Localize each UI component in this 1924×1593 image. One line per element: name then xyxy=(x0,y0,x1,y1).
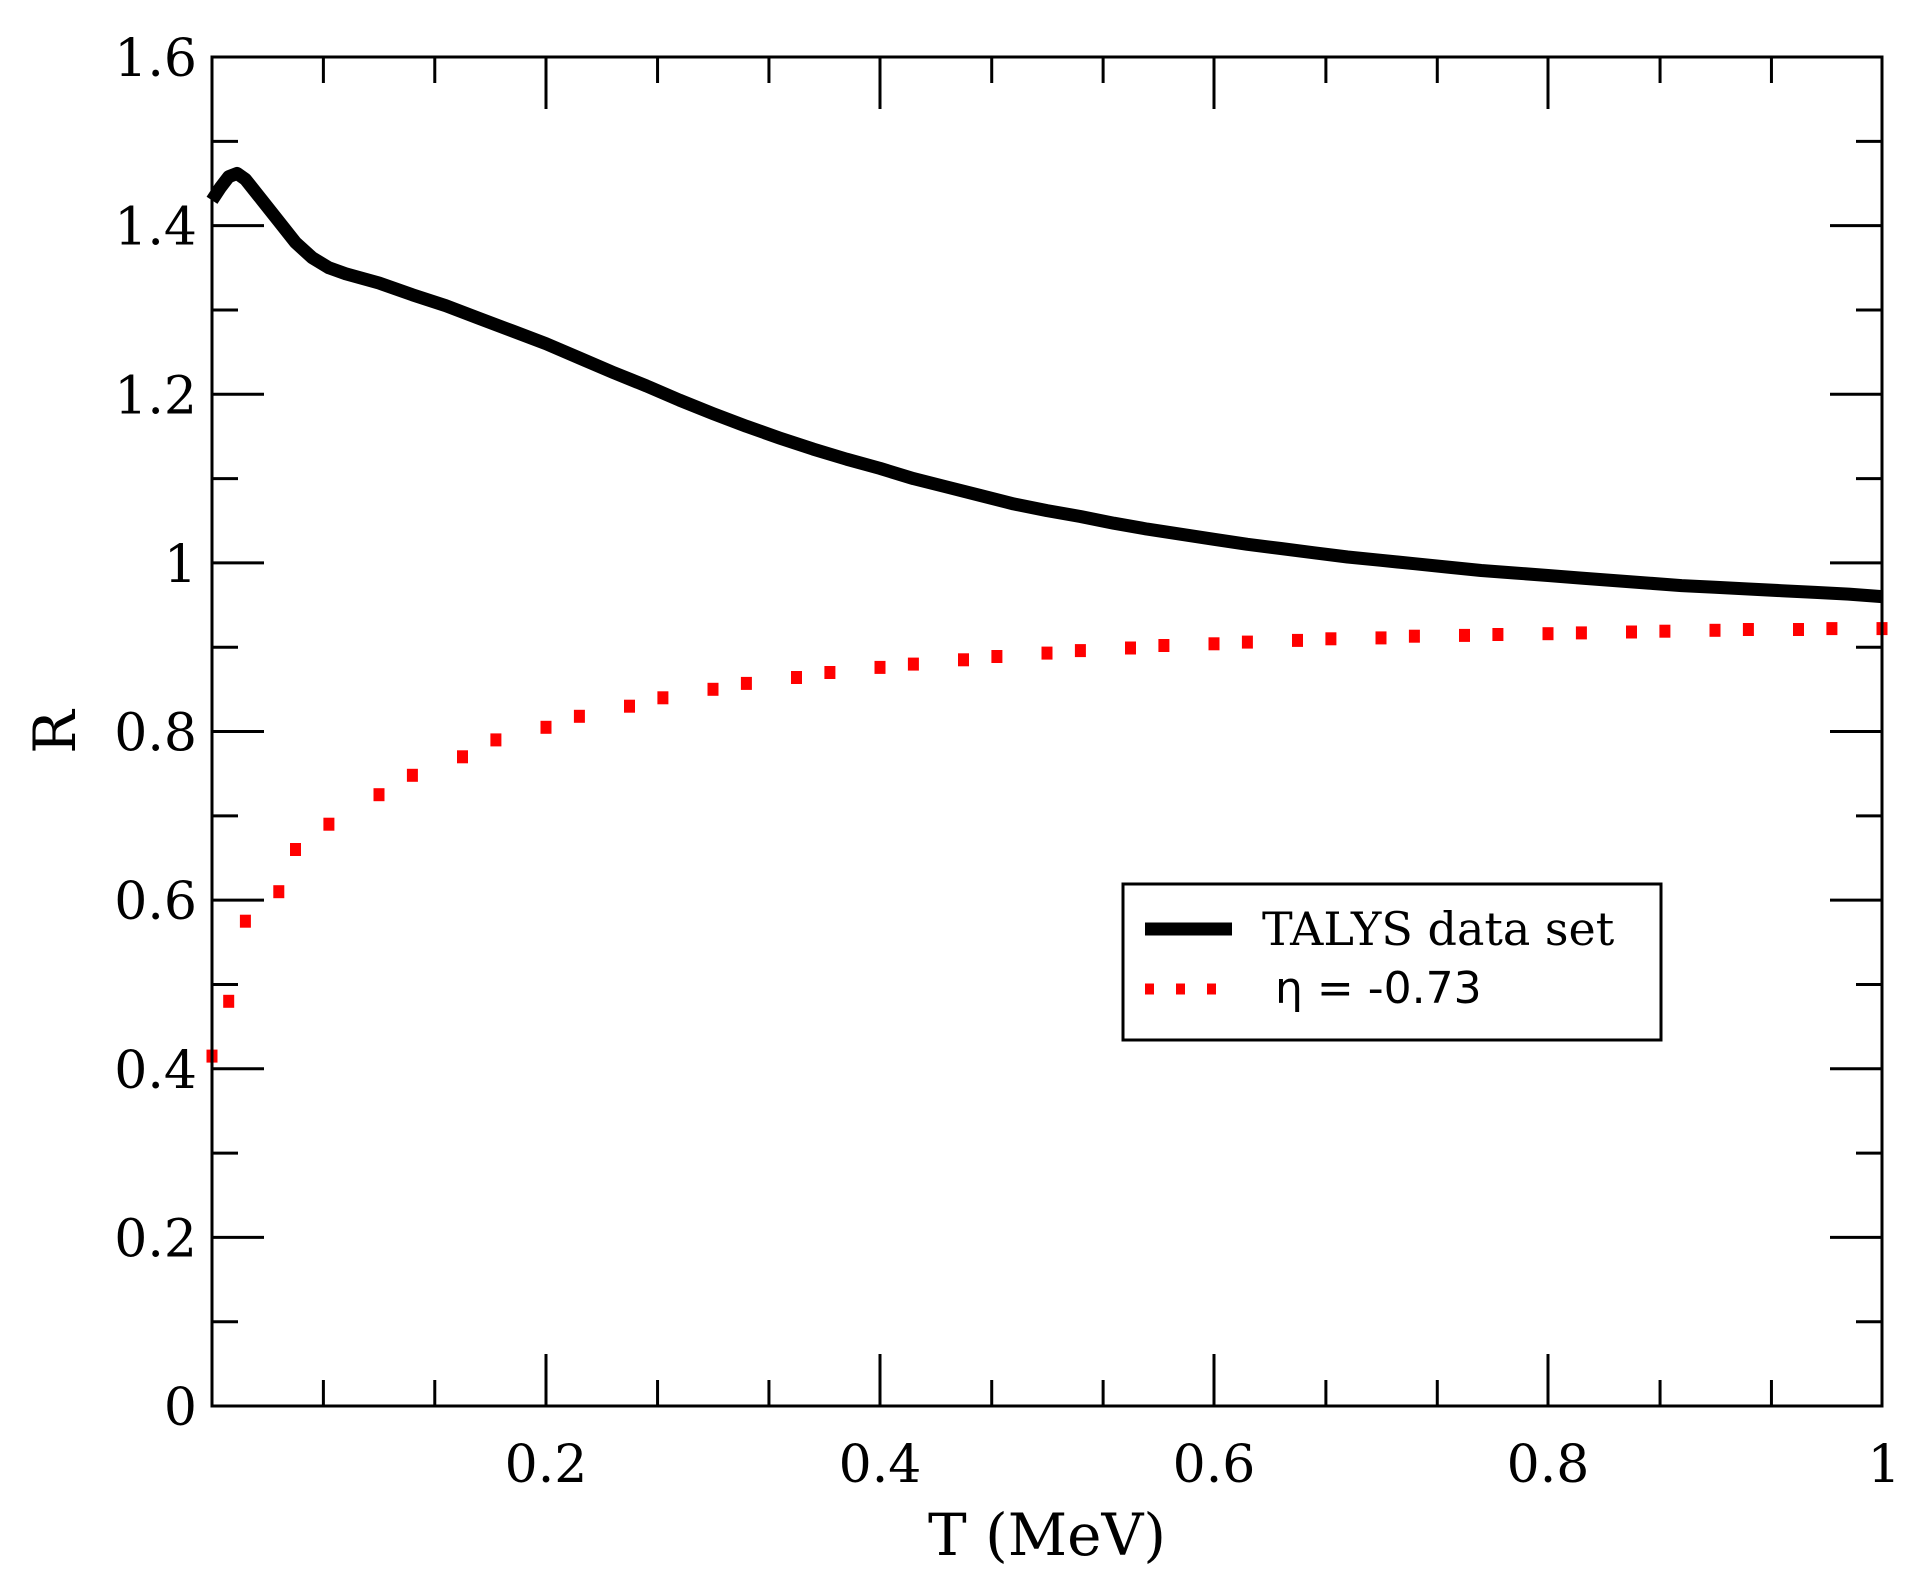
y-tick-label: 1 xyxy=(164,535,197,595)
series-point-eta xyxy=(490,733,502,747)
series-point-eta xyxy=(1074,644,1086,658)
y-tick-label: 0.6 xyxy=(114,872,197,932)
series-point-eta xyxy=(1041,646,1053,660)
y-tick-label: 0 xyxy=(164,1378,197,1438)
legend-label-eta: η = -0.73 xyxy=(1275,963,1482,1014)
x-tick-label: 0.6 xyxy=(1173,1435,1256,1495)
series-point-eta xyxy=(223,994,235,1008)
series-point-eta xyxy=(740,676,752,690)
series-point-eta xyxy=(540,720,552,734)
series-point-eta xyxy=(573,709,585,723)
series-point-eta xyxy=(1659,624,1671,638)
series-line-talys xyxy=(206,166,1883,604)
series-point-eta xyxy=(1742,623,1754,636)
y-tick-label: 1.6 xyxy=(114,29,197,89)
x-tick-labels: 0.2 0.4 0.6 0.8 1 xyxy=(505,1435,1901,1495)
legend: TALYS data set η = -0.73 xyxy=(1121,882,1663,1042)
x-axis-label: T (MeV) xyxy=(928,1501,1166,1569)
y-axis-label: R xyxy=(21,708,89,754)
series-point-eta xyxy=(657,691,669,705)
y-tick-label: 1.4 xyxy=(114,198,197,258)
series-point-eta xyxy=(273,885,285,899)
series-point-eta xyxy=(323,817,335,831)
series-point-eta xyxy=(958,653,969,667)
series-point-eta xyxy=(874,660,886,674)
series-point-eta xyxy=(457,750,468,764)
series-point-eta xyxy=(907,657,919,671)
series-point-eta xyxy=(1826,622,1838,636)
series-point-eta xyxy=(1125,641,1136,655)
series-point-eta xyxy=(1709,623,1721,637)
y-tick-label: 0.2 xyxy=(114,1209,197,1269)
series-point-eta xyxy=(1492,628,1504,641)
series-point-eta xyxy=(624,699,635,713)
series-point-eta xyxy=(290,843,301,856)
series-point-eta xyxy=(239,914,251,928)
series-point-eta xyxy=(1208,637,1220,651)
y-tick-labels: 0 0.2 0.4 0.6 0.8 1 1.2 1.4 1.6 xyxy=(114,29,197,1438)
series-point-eta xyxy=(991,650,1003,663)
legend-label-talys: TALYS data set xyxy=(1262,902,1615,956)
series-point-eta xyxy=(1408,629,1420,643)
y-tick-label: 0.8 xyxy=(114,704,197,764)
series-point-eta xyxy=(1542,627,1554,641)
series-point-eta xyxy=(1575,626,1587,640)
legend-box xyxy=(1121,882,1663,1042)
series-point-eta xyxy=(1793,623,1804,636)
x-tick-label: 0.2 xyxy=(505,1435,588,1495)
series-point-eta xyxy=(1325,632,1337,646)
series-point-eta xyxy=(1459,628,1470,642)
series-point-eta xyxy=(707,682,719,696)
series-point-eta xyxy=(406,768,418,782)
y-tick-label: 1.2 xyxy=(114,366,197,426)
plot-frame xyxy=(210,55,1884,1408)
series-point-eta xyxy=(1158,639,1170,652)
y-tick-label: 0.4 xyxy=(114,1041,197,1101)
series-point-eta xyxy=(373,788,385,802)
series-point-eta xyxy=(1241,635,1253,649)
x-tick-label: 1 xyxy=(1867,1435,1900,1495)
series-point-eta xyxy=(1375,631,1387,645)
series-point-eta xyxy=(791,671,802,684)
series-point-eta xyxy=(1626,625,1637,639)
series-point-eta xyxy=(824,666,836,679)
x-tick-label: 0.8 xyxy=(1507,1435,1590,1495)
x-tick-label: 0.4 xyxy=(839,1435,922,1495)
series-point-eta xyxy=(1292,633,1303,647)
